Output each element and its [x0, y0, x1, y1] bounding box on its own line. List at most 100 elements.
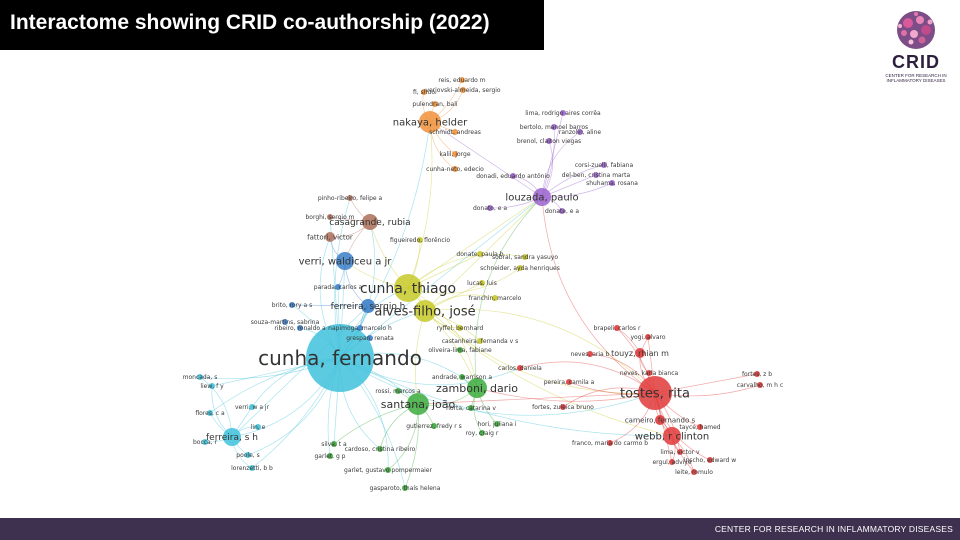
node-ferreira-sh[interactable] — [223, 428, 241, 446]
node-hori[interactable] — [494, 421, 500, 427]
node-label-parada: parada, carlos a — [314, 284, 363, 291]
node-fi-shuo[interactable] — [421, 89, 427, 95]
node-shuhama[interactable] — [609, 180, 615, 186]
node-bertolo[interactable] — [551, 124, 557, 130]
node-louzada[interactable] — [533, 188, 551, 206]
node-garlet-gustavo[interactable] — [385, 467, 391, 473]
node-zamboni[interactable] — [467, 378, 487, 398]
node-nakaya[interactable] — [419, 111, 441, 133]
node-ribeiro-ronaldo[interactable] — [297, 325, 303, 331]
node-yogi[interactable] — [645, 334, 651, 340]
node-corsi[interactable] — [601, 162, 607, 168]
node-label-hori: hori, juliana i — [478, 421, 517, 428]
node-ergul[interactable] — [669, 459, 675, 465]
node-donadi[interactable] — [510, 173, 516, 179]
node-cunha-t[interactable] — [394, 274, 422, 302]
node-label-moncada: moncada, s — [183, 374, 218, 381]
node-fortes-zb[interactable] — [754, 371, 760, 377]
node-inscho[interactable] — [707, 457, 713, 463]
node-fattori[interactable] — [325, 232, 335, 242]
node-souza-martins[interactable] — [282, 319, 288, 325]
node-leite[interactable] — [691, 469, 697, 475]
node-brito[interactable] — [289, 302, 295, 308]
node-flores[interactable] — [207, 410, 213, 416]
node-bocca[interactable] — [202, 439, 208, 445]
node-roy[interactable] — [479, 430, 485, 436]
node-label-gutierrez: gutierrez, fredy r s — [406, 423, 462, 430]
node-grespan[interactable] — [367, 335, 373, 341]
node-webb[interactable] — [663, 427, 681, 445]
node-garlet-gp[interactable] — [327, 453, 333, 459]
node-santana[interactable] — [407, 393, 429, 415]
node-castanheira[interactable] — [477, 338, 483, 344]
node-oliveira-lima[interactable] — [457, 347, 463, 353]
node-ryffel[interactable] — [457, 325, 463, 331]
node-donato-ea[interactable] — [487, 205, 493, 211]
node-carneiro[interactable] — [655, 415, 665, 425]
node-carlos-daniela[interactable] — [517, 365, 523, 371]
edge-alves_filho-tostes — [424, 308, 656, 394]
node-franchin[interactable] — [492, 295, 498, 301]
node-parada[interactable] — [335, 284, 341, 290]
node-label-bertolo: bertolo, manoel barros — [520, 124, 588, 131]
node-borghi[interactable] — [327, 214, 333, 220]
node-rossi[interactable] — [395, 388, 401, 394]
node-casagrande[interactable] — [362, 214, 378, 230]
node-lorenzetti[interactable] — [249, 465, 255, 471]
node-gutierrez[interactable] — [431, 423, 437, 429]
node-cardoso[interactable] — [377, 446, 383, 452]
node-ferreira-sergio[interactable] — [361, 299, 375, 313]
node-verjovski[interactable] — [460, 87, 466, 93]
node-label-pereira-camila: pereira, camila a — [544, 379, 595, 386]
node-donate[interactable] — [477, 251, 483, 257]
node-label-pinho: pinho-ribeiro, felipe a — [318, 195, 383, 202]
node-label-cunha-t: cunha, thiago — [360, 281, 456, 297]
node-poole[interactable] — [245, 452, 251, 458]
node-tostes[interactable] — [638, 376, 672, 410]
node-brenol[interactable] — [546, 138, 552, 144]
node-cunha-neto[interactable] — [452, 166, 458, 172]
node-napimoga[interactable] — [357, 325, 363, 331]
node-label-rossi: rossi, marcos a — [375, 388, 421, 395]
node-liew[interactable] — [209, 383, 215, 389]
node-pulendran[interactable] — [432, 101, 438, 107]
node-figueiredo[interactable] — [417, 237, 423, 243]
node-touyz[interactable] — [635, 348, 645, 358]
node-verri-wajr[interactable] — [249, 404, 255, 410]
node-andrade[interactable] — [459, 374, 465, 380]
node-schmidt[interactable] — [452, 129, 458, 135]
node-label-louzada: louzada, paulo — [505, 193, 578, 204]
node-fortes-zuleica[interactable] — [560, 404, 566, 410]
node-neves-aria[interactable] — [587, 351, 593, 357]
node-pinho[interactable] — [347, 195, 353, 201]
node-lima-victor[interactable] — [677, 449, 683, 455]
node-neves-karla[interactable] — [646, 370, 652, 376]
node-kalil[interactable] — [452, 151, 458, 157]
node-reis[interactable] — [459, 77, 465, 83]
node-horta[interactable] — [468, 405, 474, 411]
node-lima-rodrigo[interactable] — [560, 110, 566, 116]
node-lucas[interactable] — [479, 280, 485, 286]
node-label-donate-ea: donate, e a — [545, 208, 579, 215]
node-label-lucas: lucas, luis — [467, 280, 497, 287]
node-franco[interactable] — [607, 440, 613, 446]
node-alves-filho[interactable] — [414, 300, 436, 322]
node-gasparoto[interactable] — [402, 485, 408, 491]
node-ranzolin[interactable] — [577, 129, 583, 135]
node-verri[interactable] — [336, 252, 354, 270]
node-del-ben[interactable] — [593, 172, 599, 178]
node-sobral[interactable] — [522, 254, 528, 260]
node-moncada[interactable] — [197, 374, 203, 380]
node-cunha-f[interactable] — [306, 324, 374, 392]
node-schneider[interactable] — [517, 265, 523, 271]
node-label-fortes-zb: fortes, z b — [742, 371, 772, 378]
edge-louzada-nakaya — [429, 121, 543, 198]
node-silva-ta[interactable] — [331, 441, 337, 447]
node-lin[interactable] — [255, 424, 261, 430]
node-pereira-camila[interactable] — [566, 379, 572, 385]
node-tayce[interactable] — [697, 424, 703, 430]
node-label-gasparoto: gasparoto, thaís helena — [370, 485, 441, 492]
node-brapeli[interactable] — [614, 325, 620, 331]
node-donate-ea[interactable] — [559, 208, 565, 214]
node-carvalho-mhc[interactable] — [757, 382, 763, 388]
